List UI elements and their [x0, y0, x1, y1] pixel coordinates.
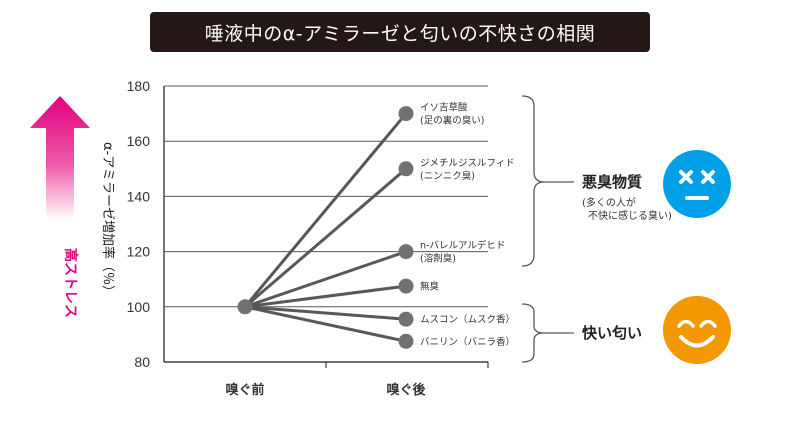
y-tick-labels: 80 100 120 140 160 180 — [127, 78, 151, 370]
series-label-0: イソ吉草酸 — [420, 102, 468, 114]
bad-smell-title: 悪臭物質 — [582, 173, 642, 191]
y-tick-100: 100 — [127, 299, 151, 315]
series-label-2: n-バレルアルデヒド — [420, 240, 505, 252]
series-label-3: 無臭 — [420, 281, 440, 293]
y-tick-80: 80 — [134, 354, 150, 370]
bad-smell-subtitle-line2: 不快に感じる臭い) — [588, 209, 672, 222]
y-tick-120: 120 — [127, 244, 151, 260]
bad-smell-subtitle-line1: (多くの人が — [582, 196, 636, 209]
series-lines — [237, 106, 414, 349]
end-point-1 — [398, 161, 414, 177]
gridlines — [164, 85, 488, 308]
stress-label: 高ストレス — [62, 248, 79, 318]
series-label-1: ジメチルジスルフィド — [420, 158, 515, 169]
stress-arrow — [30, 96, 90, 220]
end-point-0 — [398, 106, 414, 122]
end-point-4 — [398, 311, 414, 327]
good-smell-bracket — [521, 303, 574, 363]
y-tick-140: 140 — [127, 188, 151, 204]
x-category-labels: 嗅ぐ前 嗅ぐ後 — [225, 382, 426, 398]
series-line-5 — [244, 305, 407, 343]
dizzy-face-icon — [663, 150, 731, 218]
smiling-face-icon — [663, 296, 731, 364]
plot-frame — [163, 86, 489, 368]
series-sublabel-2: (溶剤臭) — [420, 253, 456, 265]
series-label-4: ムスコン（ムスク香） — [420, 314, 515, 326]
series-sublabel-0: (足の裏の臭い) — [420, 115, 484, 127]
series-sublabel-1: (ニンニク臭) — [420, 170, 475, 182]
series-line-1 — [244, 167, 407, 308]
series-line-2 — [244, 250, 407, 309]
y-tick-160: 160 — [127, 133, 151, 149]
series-label-5: バニリン（バニラ香） — [420, 336, 515, 348]
series-line-3 — [244, 284, 407, 309]
end-point-5 — [398, 333, 414, 349]
good-smell-title: 快い匂い — [582, 324, 642, 342]
chart-title: 唾液中のα-アミラーゼと匂いの不快さの相関 — [150, 12, 650, 52]
x-category-label: 嗅ぐ後 — [386, 382, 426, 398]
series-labels: イソ吉草酸(足の裏の臭い) ジメチルジスルフィド(ニンニク臭) n-バレルアルデヒド… — [420, 102, 515, 348]
series-line-4 — [244, 305, 407, 321]
y-axis-label: α-アミラーゼ増加率（％） — [100, 142, 116, 298]
start-point — [237, 299, 253, 315]
y-tick-180: 180 — [127, 78, 151, 94]
end-point-2 — [398, 244, 414, 260]
end-point-3 — [398, 278, 414, 294]
bad-smell-bracket — [521, 95, 574, 267]
series-line-0 — [243, 112, 408, 308]
x-category-label: 嗅ぐ前 — [225, 382, 264, 398]
